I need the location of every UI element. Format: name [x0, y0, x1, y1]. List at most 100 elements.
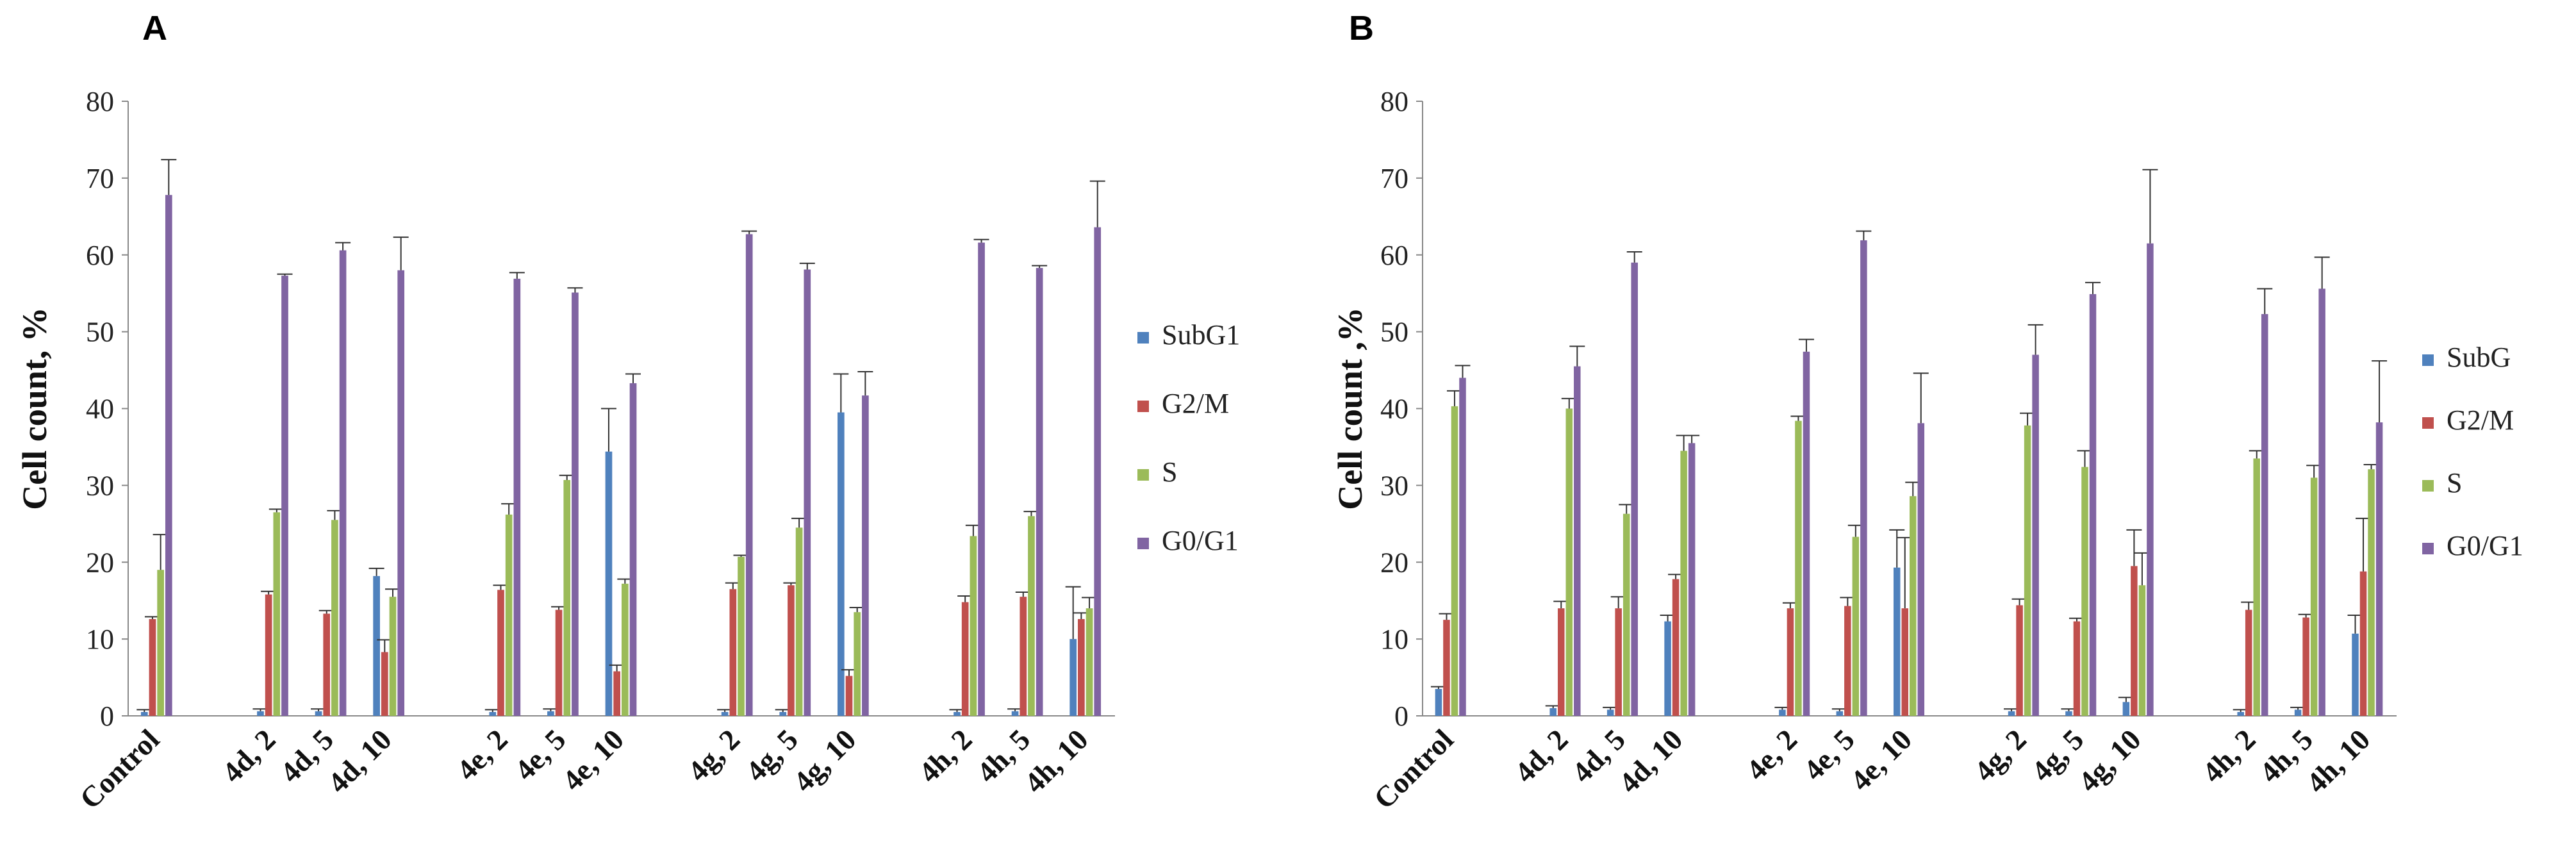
bar — [1094, 227, 1102, 716]
y-axis-title: Cell count ,% — [1331, 307, 1369, 510]
bar — [165, 195, 172, 716]
y-tick-label: 80 — [1380, 86, 1408, 117]
y-tick-label: 70 — [1380, 163, 1408, 194]
bar — [1844, 606, 1851, 716]
bar — [2081, 467, 2088, 716]
bar — [339, 250, 347, 716]
legend-label: SubG1 — [1162, 319, 1240, 351]
bar — [738, 556, 745, 716]
bar — [547, 711, 554, 716]
x-category-label: 4d, 10 — [322, 723, 398, 799]
x-category-label: 4h, 2 — [2196, 723, 2262, 789]
bar — [1631, 262, 1638, 716]
y-axis-title: Cell count, % — [15, 307, 54, 510]
legend-swatch — [1137, 332, 1149, 344]
bar — [2253, 458, 2260, 716]
x-category-label: 4g, 10 — [2072, 723, 2147, 798]
bar — [140, 712, 148, 716]
y-tick-label: 60 — [86, 240, 114, 271]
legend-swatch — [1137, 469, 1149, 481]
bar — [788, 585, 795, 716]
bar — [389, 597, 397, 716]
y-tick-label: 30 — [1380, 470, 1408, 501]
bar — [2375, 422, 2383, 716]
x-category-label: Control — [73, 723, 165, 815]
bar — [257, 711, 264, 716]
bar — [1893, 567, 1901, 716]
bar — [1011, 711, 1019, 716]
y-tick-label: 70 — [86, 163, 114, 194]
bar — [1078, 618, 1085, 716]
bar — [572, 292, 579, 716]
bar — [2147, 243, 2154, 716]
legend-swatch — [2422, 543, 2434, 554]
x-category-label: 4g, 2 — [1968, 723, 2033, 788]
bar — [2237, 712, 2244, 716]
bar — [373, 576, 380, 716]
bar — [555, 609, 563, 716]
bar — [2073, 621, 2081, 716]
bar — [513, 278, 521, 716]
panel-label: A — [142, 9, 167, 47]
legend-swatch — [2422, 480, 2434, 492]
x-category-label: 4e, 10 — [556, 723, 631, 797]
x-category-label: 4h, 10 — [2300, 723, 2376, 799]
x-category-label: 4d, 10 — [1612, 723, 1688, 799]
bar — [1672, 579, 1680, 716]
x-category-label: 4g, 10 — [787, 723, 862, 798]
x-category-label: 4h, 10 — [1018, 723, 1094, 799]
bar — [149, 618, 156, 716]
bar — [854, 612, 861, 716]
bar — [629, 383, 637, 716]
y-tick-label: 20 — [1380, 547, 1408, 578]
legend-label: S — [2447, 467, 2462, 499]
bar — [721, 712, 729, 716]
legend-label: G2/M — [2447, 404, 2514, 436]
bar — [2032, 354, 2039, 716]
bar — [1779, 709, 1786, 716]
legend-swatch — [2422, 417, 2434, 429]
y-tick-label: 50 — [86, 317, 114, 348]
bar — [804, 269, 811, 716]
bar — [2318, 288, 2325, 716]
legend-swatch — [1137, 538, 1149, 549]
x-category-label: 4d, 2 — [1508, 723, 1574, 789]
bar — [157, 570, 164, 716]
y-tick-label: 40 — [1380, 393, 1408, 425]
y-tick-label: 0 — [100, 700, 114, 732]
bar — [2261, 314, 2268, 716]
bar — [1435, 689, 1442, 716]
bar — [2294, 709, 2302, 716]
bar — [1664, 621, 1671, 716]
bar — [381, 652, 388, 716]
y-tick-label: 50 — [1380, 317, 1408, 348]
x-category-label: 4e, 2 — [450, 723, 514, 786]
bar — [2138, 585, 2146, 716]
bar — [2352, 633, 2359, 716]
y-tick-label: 0 — [1394, 700, 1408, 732]
bar — [1910, 496, 1917, 716]
x-category-label: 4d, 2 — [216, 723, 282, 789]
bar — [729, 589, 737, 716]
bar — [315, 711, 322, 716]
bar — [970, 536, 977, 716]
bar — [1451, 406, 1458, 716]
legend-label: S — [1162, 456, 1177, 488]
bar — [489, 712, 497, 716]
panel-a: A 0 10 20 30 40 50 60 70 80 Cell count, % Control 4d… — [15, 9, 1240, 815]
x-category-label: 4g, 2 — [681, 723, 746, 788]
bar — [1917, 423, 1925, 716]
bar — [779, 712, 787, 716]
bar — [1565, 408, 1573, 716]
bar — [563, 479, 571, 716]
y-tick-label: 40 — [86, 393, 114, 425]
bar — [505, 514, 513, 716]
y-tick-label: 30 — [86, 470, 114, 501]
bar — [2131, 566, 2138, 716]
bar — [1795, 420, 1802, 716]
bar — [1901, 608, 1908, 716]
y-tick-label: 20 — [86, 547, 114, 578]
bar — [2065, 711, 2072, 716]
x-category-label: Control — [1367, 723, 1460, 815]
